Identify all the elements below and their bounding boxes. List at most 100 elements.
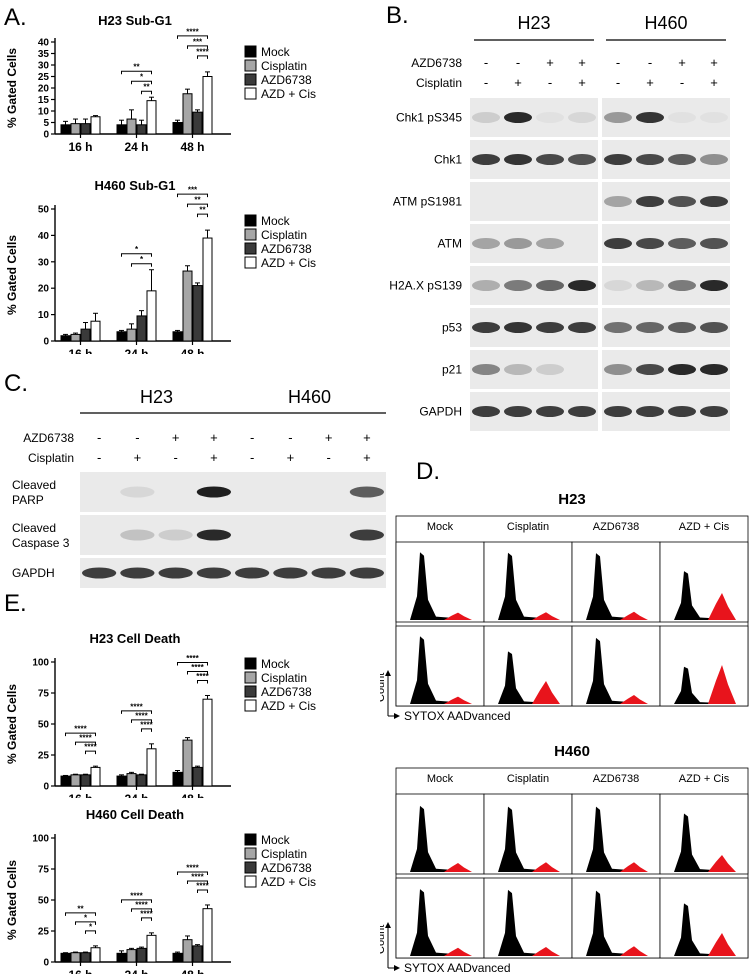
significance-label: **** [140,909,153,918]
bar [202,237,213,342]
western-blot-panel-c: H23 H460 AZD6738 - - + + - - + + Cisplatin - + - + - + - + C… [12,387,386,588]
blot-band [311,567,346,579]
flow-x-label: SYTOX AADvanced [404,961,511,974]
x-tick-label: 48 h [180,968,204,974]
blot-band [568,322,596,333]
blot-label: H2A.X pS139 [389,279,462,293]
significance-bracket [141,90,152,95]
treatment-sign: - [680,75,684,90]
flow-dead-peak [708,855,736,872]
treatment-label: Cisplatin [28,451,74,465]
significance-bracket [131,719,152,723]
treatment-sign: - [648,55,652,70]
blot-band [349,567,384,579]
y-tick-label: 10 [38,310,50,321]
blot-band [604,280,632,291]
legend-label: Cisplatin [261,228,307,242]
blot-band [504,364,532,375]
flow-live-peak [410,805,462,872]
treatment-label: Cisplatin [416,76,462,90]
blot-band [158,529,193,541]
bar [192,285,203,342]
significance-label: * [135,245,139,254]
flow-histogram-cell [571,793,661,875]
treatment-sign: - [173,450,177,465]
flow-live-peak [410,889,462,956]
x-tick-label: 24 h [124,792,148,798]
x-tick-label: 48 h [180,347,204,354]
flow-live-peak [498,651,550,704]
chart-title: H23 Sub-G1 [98,13,172,28]
bar [182,93,193,135]
flow-dead-peak [620,695,648,704]
flow-dead-peak [532,681,560,704]
significance-label: ** [194,196,201,205]
treatment-sign: + [363,450,371,465]
blot-band [668,196,696,207]
treatment-sign: - [484,55,488,70]
significance-bracket [131,263,152,267]
flow-condition-label: AZD + Cis [679,773,730,785]
blot-band [668,406,696,417]
blot-band [636,238,664,249]
significance-label: **** [186,863,199,872]
flow-live-peak [586,890,638,956]
blot-band [700,406,728,417]
significance-label: **** [196,881,209,890]
chart-h460-cell-death: H460 Cell Death % Gated Cells 0 25 50 75 100 16… [5,807,316,974]
legend-label: AZD + Cis [261,256,316,270]
treatment-sign: - [97,450,101,465]
y-tick-label: 50 [38,896,50,907]
y-tick-label: 100 [32,658,49,669]
y-tick-label: 20 [38,84,50,95]
treatment-sign: + [514,75,522,90]
x-tick-label: 48 h [180,140,204,154]
legend-label: AZD6738 [261,73,312,87]
bar [90,320,101,342]
treatment-sign: - [616,55,620,70]
blot-band [636,112,664,123]
treatment-sign: - [250,430,254,445]
blot-band [636,406,664,417]
cell-line-label: H460 [644,13,687,33]
significance-bracket [197,889,208,893]
blot-band [504,154,532,165]
blot-band [700,196,728,207]
x-tick-label: 16 h [68,792,92,798]
y-axis-label: % Gated Cells [5,860,19,940]
blot-band [604,112,632,123]
y-tick-label: 0 [43,130,49,141]
legend-label: AZD + Cis [261,699,316,713]
significance-label: * [89,922,93,931]
flow-dead-peak [444,863,472,872]
flow-condition-label: AZD + Cis [679,521,730,533]
bar [116,331,127,342]
bar [116,952,127,963]
blot-band [604,364,632,375]
blot-band [700,364,728,375]
treatment-sign: + [210,430,218,445]
blot-band [536,154,564,165]
flow-dead-peak [444,696,472,704]
bar [116,124,127,135]
x-tick-label: 48 h [180,792,204,798]
treatment-sign: - [516,55,520,70]
blot-band [82,567,117,579]
chart-title: H23 Cell Death [89,631,180,646]
legend-label: Mock [261,214,291,228]
blot-band [700,322,728,333]
treatment-sign: - [326,450,330,465]
flow-histogram-cell [395,877,485,959]
flow-y-label: Count [380,673,387,702]
flow-histogram-cell [571,877,661,959]
significance-bracket [65,912,96,916]
significance-bracket [131,80,152,85]
blot-band [668,112,696,123]
significance-bracket [75,741,96,746]
legend-swatch [244,875,257,888]
significance-bracket [177,661,208,666]
y-tick-label: 25 [38,751,50,762]
flow-histogram-cell [571,625,661,707]
legend-swatch [244,685,257,698]
blot-label: Chk1 [434,153,462,167]
